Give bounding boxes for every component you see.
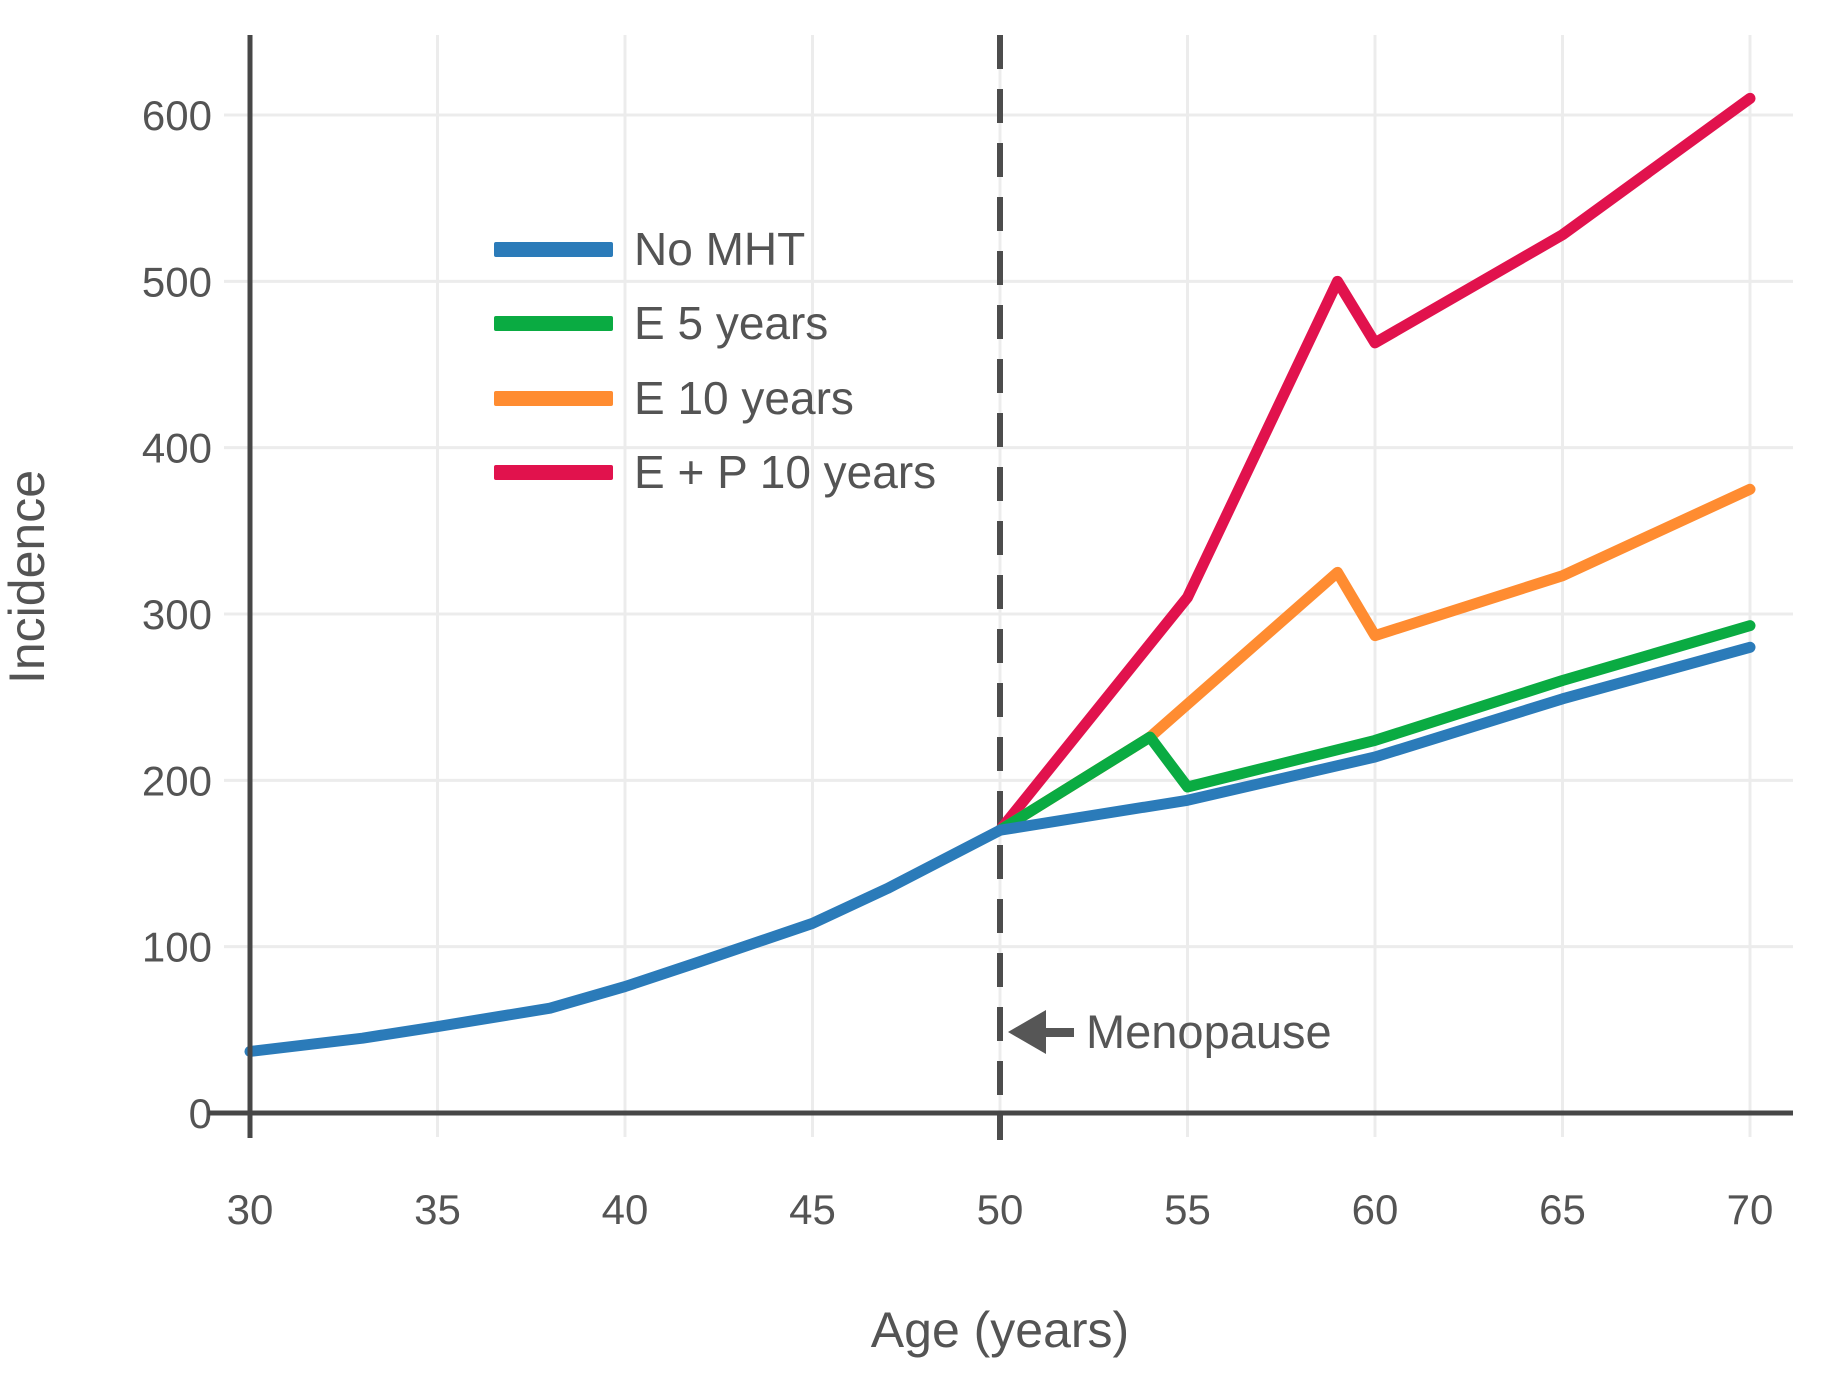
y-axis-title: Incidence — [0, 470, 55, 684]
legend-item-e-10-years: E 10 years — [494, 372, 854, 424]
x-tick-label-55: 55 — [1164, 1186, 1211, 1233]
legend-swatch-e-10-years — [494, 391, 613, 406]
y-tick-label-0: 0 — [189, 1090, 212, 1137]
x-axis-title: Age (years) — [871, 1302, 1129, 1358]
legend-item-e-p-10-years: E + P 10 years — [494, 446, 936, 498]
y-tick-label-400: 400 — [142, 425, 212, 472]
data-series — [244, 92, 1756, 1057]
menopause-annotation: Menopause — [1008, 1005, 1332, 1058]
legend-swatch-e-5-years — [494, 316, 613, 331]
x-tick-label-40: 40 — [602, 1186, 649, 1233]
menopause-label: Menopause — [1086, 1005, 1332, 1058]
legend-item-e-5-years: E 5 years — [494, 297, 828, 349]
legend-label-no-mht: No MHT — [634, 223, 805, 275]
axis-ticks — [224, 113, 1752, 1137]
x-tick-label-65: 65 — [1539, 1186, 1586, 1233]
y-tick-label-600: 600 — [142, 92, 212, 139]
y-tick-label-100: 100 — [142, 924, 212, 971]
left-arrow-icon — [1008, 1010, 1046, 1054]
legend-label-e-p-10-years: E + P 10 years — [634, 446, 936, 498]
legend: No MHT E 5 years E 10 years E + P 10 yea… — [494, 223, 936, 498]
legend-swatch-e-p-10-years — [494, 465, 613, 480]
x-tick-label-35: 35 — [414, 1186, 461, 1233]
y-tick-label-300: 300 — [142, 591, 212, 638]
x-tick-label-45: 45 — [789, 1186, 836, 1233]
series-line-e-5-years — [994, 620, 1756, 836]
x-tick-label-30: 30 — [227, 1186, 274, 1233]
left-arrow-shaft — [1042, 1028, 1074, 1037]
y-tick-label-200: 200 — [142, 757, 212, 804]
series-line-no-mht — [244, 641, 1756, 1057]
legend-label-e-10-years: E 10 years — [634, 372, 854, 424]
series-line-e-p-10-years — [994, 92, 1756, 836]
x-tick-label-50: 50 — [977, 1186, 1024, 1233]
legend-item-no-mht: No MHT — [494, 223, 805, 275]
tick-labels: 30 35 40 45 50 55 60 65 70 0 100 200 300 400 500 600 — [142, 92, 1773, 1233]
x-tick-label-60: 60 — [1352, 1186, 1399, 1233]
x-tick-label-70: 70 — [1727, 1186, 1774, 1233]
legend-swatch-no-mht — [494, 242, 613, 257]
y-tick-label-500: 500 — [142, 258, 212, 305]
legend-label-e-5-years: E 5 years — [634, 297, 828, 349]
